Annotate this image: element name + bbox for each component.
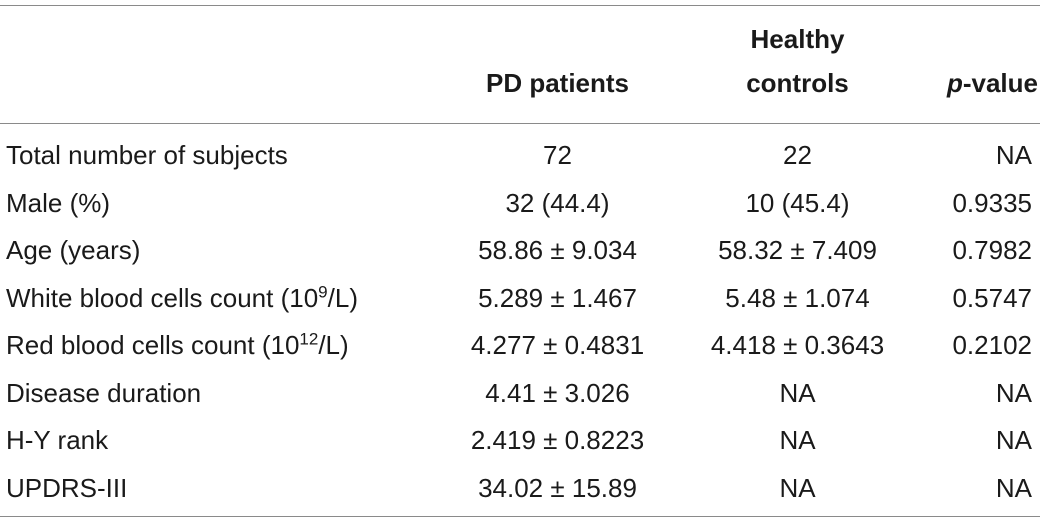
table-row: H-Y rank 2.419 ± 0.8223 NA NA xyxy=(0,417,1040,465)
pd-value: 5.289 ± 1.467 xyxy=(478,282,637,313)
hc-value: 58.32 ± 7.409 xyxy=(718,235,877,265)
table-row: Disease duration 4.41 ± 3.026 NA NA xyxy=(0,370,1040,418)
row-label: White blood cells count (109/L) xyxy=(0,275,430,323)
table-body: Total number of subjects 72 22 NA Male (… xyxy=(0,124,1040,517)
pd-value: 32 (44.4) xyxy=(505,187,610,218)
row-label: H-Y rank xyxy=(6,425,109,455)
p-value: 0.2102 xyxy=(952,330,1032,360)
table-row: Male (%) 32 (44.4) 10 (45.4) 0.9335 xyxy=(0,180,1040,228)
pd-value: 4.277 ± 0.4831 xyxy=(470,330,645,360)
header-hc-line2: controls xyxy=(746,68,849,98)
table-row: Age (years) 58.86 ± 9.034 58.32 ± 7.409 … xyxy=(0,227,1040,275)
table-header: PD patients Healthy controls p-value xyxy=(0,5,1040,124)
p-value: 0.5747 xyxy=(952,282,1032,313)
header-row: PD patients Healthy controls p-value xyxy=(0,5,1040,124)
row-label: Total number of subjects xyxy=(6,140,288,170)
pd-value: 4.41 ± 3.026 xyxy=(485,377,630,408)
pd-value: 2.419 ± 0.8223 xyxy=(470,425,645,455)
row-label: Red blood cells count (1012/L) xyxy=(0,322,430,370)
table-row: Red blood cells count (1012/L) 4.277 ± 0… xyxy=(0,322,1040,370)
hc-value: 5.48 ± 1.074 xyxy=(725,282,870,313)
hc-value: NA xyxy=(779,472,816,503)
table-row: White blood cells count (109/L) 5.289 ± … xyxy=(0,275,1040,323)
p-value: NA xyxy=(995,425,1032,455)
p-value: 0.9335 xyxy=(952,187,1032,218)
row-label-sup: 9 xyxy=(318,281,328,301)
row-label: UPDRS-III xyxy=(6,472,128,503)
header-p-value: p-value xyxy=(920,6,1040,124)
p-value: NA xyxy=(995,377,1032,408)
pd-value: 72 xyxy=(543,140,572,170)
header-pd-patients: PD patients xyxy=(485,68,630,98)
row-label: Male (%) xyxy=(6,187,111,218)
row-label-pre: White blood cells count (10 xyxy=(6,282,319,313)
pd-value: 58.86 ± 9.034 xyxy=(478,235,637,265)
p-value: NA xyxy=(995,472,1032,503)
hc-value: NA xyxy=(779,425,816,455)
demographics-table: PD patients Healthy controls p-value Tot… xyxy=(0,5,1040,517)
header-hc-line1: Healthy xyxy=(750,24,845,54)
header-label-cell xyxy=(0,6,430,124)
header-p-italic: p xyxy=(946,68,963,98)
hc-value: 22 xyxy=(783,140,812,170)
table-row: Total number of subjects 72 22 NA xyxy=(0,124,1040,180)
p-value: 0.7982 xyxy=(952,235,1032,265)
row-label: Disease duration xyxy=(6,377,202,408)
header-p-rest: -value xyxy=(962,68,1038,98)
p-value: NA xyxy=(995,140,1032,170)
row-label-post: /L) xyxy=(318,330,349,360)
row-label-sup: 12 xyxy=(299,329,319,349)
hc-value: 4.418 ± 0.3643 xyxy=(710,330,885,360)
row-label-post: /L) xyxy=(327,282,358,313)
row-label: Age (years) xyxy=(6,235,141,265)
hc-value: 10 (45.4) xyxy=(745,187,850,218)
table-row: UPDRS-III 34.02 ± 15.89 NA NA xyxy=(0,465,1040,517)
row-label-pre: Red blood cells count (10 xyxy=(6,330,300,360)
header-healthy-controls: Healthy controls xyxy=(655,6,920,124)
hc-value: NA xyxy=(779,377,816,408)
pd-value: 34.02 ± 15.89 xyxy=(478,472,637,503)
